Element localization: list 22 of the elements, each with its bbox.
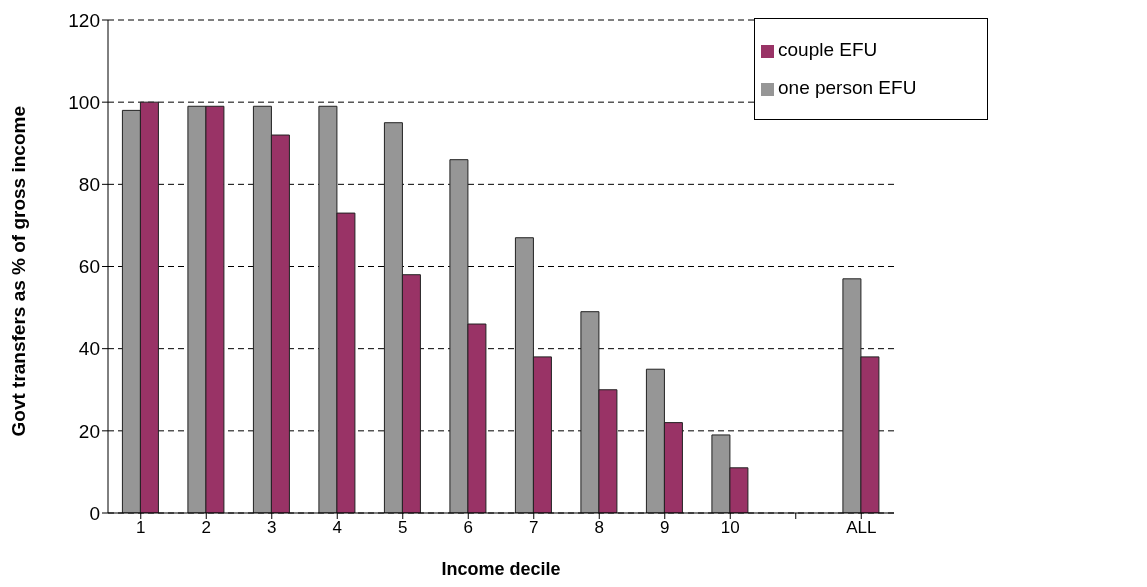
x-tick-label: 8 — [594, 518, 604, 538]
x-tick-label: 6 — [463, 518, 473, 538]
x-tick-label: 4 — [332, 518, 342, 538]
y-tick-label: 80 — [78, 174, 100, 196]
legend-label: one person EFU — [778, 77, 917, 98]
x-tick-label: 5 — [398, 518, 408, 538]
y-tick-label: 100 — [68, 91, 100, 113]
x-tick-label: 10 — [720, 518, 740, 538]
legend-label: couple EFU — [778, 39, 878, 60]
y-tick-label: 0 — [89, 502, 100, 524]
x-tick-label: 7 — [529, 518, 539, 538]
x-tick-label: 9 — [660, 518, 670, 538]
y-axis-title: Govt transfers as % of gross income — [7, 106, 29, 437]
x-tick-label: 1 — [136, 518, 146, 538]
y-tick-label: 40 — [78, 338, 100, 360]
y-tick-label: 120 — [68, 9, 100, 31]
x-tick-label: ALL — [846, 518, 877, 538]
x-axis-title: Income decile — [441, 559, 561, 579]
y-tick-label: 20 — [78, 420, 100, 442]
y-tick-label: 60 — [78, 256, 100, 278]
x-tick-label: 3 — [267, 518, 277, 538]
x-tick-label: 2 — [201, 518, 211, 538]
